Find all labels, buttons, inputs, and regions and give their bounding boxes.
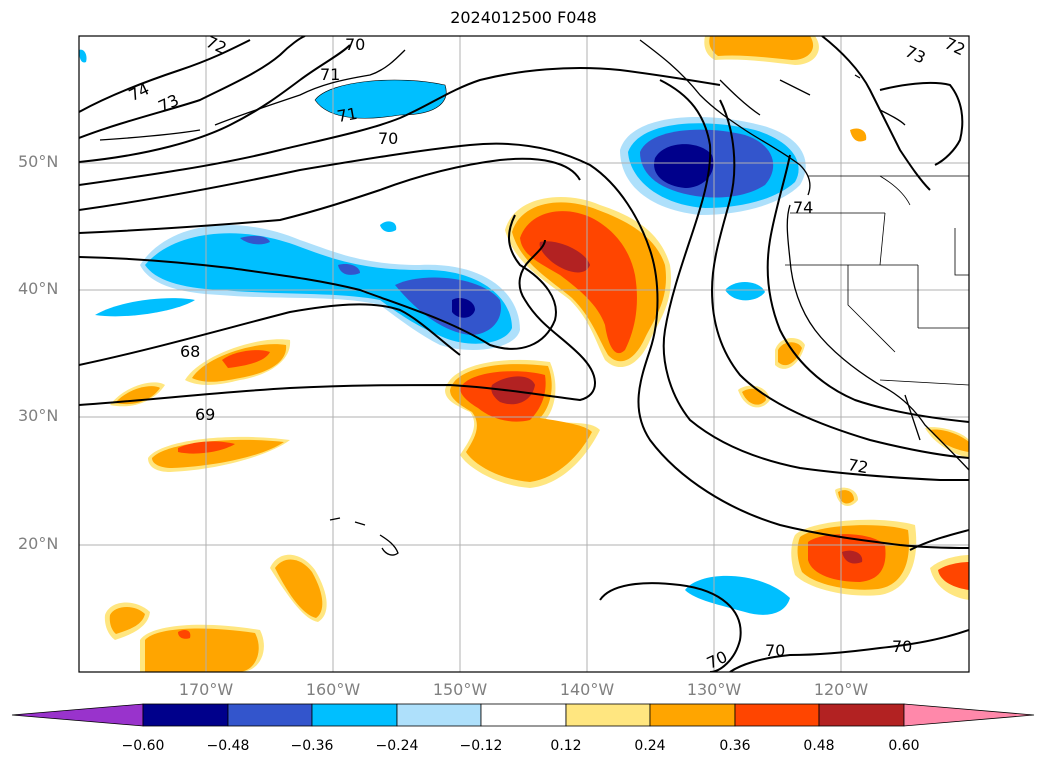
longitude-label: 150°W: [432, 680, 488, 699]
colorbar-segment: [142, 703, 229, 727]
longitude-label: 120°W: [813, 680, 869, 699]
negative-anomaly-gulf: [314, 79, 447, 119]
colorbar-tick-label: 0.60: [888, 738, 920, 754]
colorbar-segment: [480, 703, 567, 727]
contour-label: 70: [704, 647, 730, 673]
colorbar-segment: [227, 703, 313, 727]
colorbar-tick-label: 0.48: [803, 738, 835, 754]
colorbar-tick-label: 0.12: [550, 738, 582, 754]
colorbar-segment: [649, 703, 736, 727]
contour-label: 70: [378, 129, 398, 148]
contour-label: 70: [892, 637, 912, 656]
colorbar-extend-high: [903, 703, 1035, 727]
latitude-label: 40°N: [18, 279, 59, 298]
colorbar-tick-label: −0.36: [290, 738, 334, 754]
contour-label: 70: [345, 35, 365, 54]
colorbar-segment: [396, 703, 482, 727]
longitude-label: 160°W: [305, 680, 361, 699]
contour-label: 74: [126, 79, 152, 105]
contour-label: 71: [335, 104, 358, 126]
latitude-label: 20°N: [18, 534, 59, 553]
contour-label: 70: [765, 641, 785, 660]
map-title: 2024012500 F048: [450, 8, 597, 27]
colorbar-segment: [311, 703, 398, 727]
colorbar-tick-label: −0.48: [206, 738, 250, 754]
contour-label: 69: [195, 405, 215, 424]
colorbar-tick-label: −0.12: [459, 738, 503, 754]
colorbar-extend-low: [11, 703, 144, 727]
political-borders: [785, 175, 969, 386]
contour-label: 72: [846, 455, 869, 477]
anomaly-fields: [79, 36, 969, 672]
longitude-label: 130°W: [686, 680, 742, 699]
colorbar-segment: [818, 703, 905, 727]
graticule: [79, 36, 969, 672]
contour-label: 72: [942, 34, 968, 60]
coastlines: [99, 39, 969, 556]
contour-label: 71: [320, 65, 340, 84]
colorbar-segment: [565, 703, 651, 727]
colorbar-tick-label: −0.60: [121, 738, 165, 754]
longitude-label: 140°W: [559, 680, 615, 699]
plot-frame: [78, 35, 970, 673]
colorbar: [11, 703, 1035, 727]
map-plot-area: 74 73 72 71 70 71 70 68 69 72 73 72 70 7…: [79, 34, 969, 673]
longitude-label: 170°W: [178, 680, 234, 699]
colorbar-segment: [734, 703, 820, 727]
latitude-label: 30°N: [18, 406, 59, 425]
colorbar-tick-label: 0.36: [719, 738, 751, 754]
contour-label: 68: [180, 342, 200, 361]
colorbar-tick-label: −0.24: [375, 738, 419, 754]
height-contours: [79, 36, 969, 672]
contour-label: 74: [793, 198, 813, 217]
colorbar-tick-label: 0.24: [634, 738, 666, 754]
latitude-label: 50°N: [18, 152, 59, 171]
contour-label: 73: [902, 42, 928, 68]
